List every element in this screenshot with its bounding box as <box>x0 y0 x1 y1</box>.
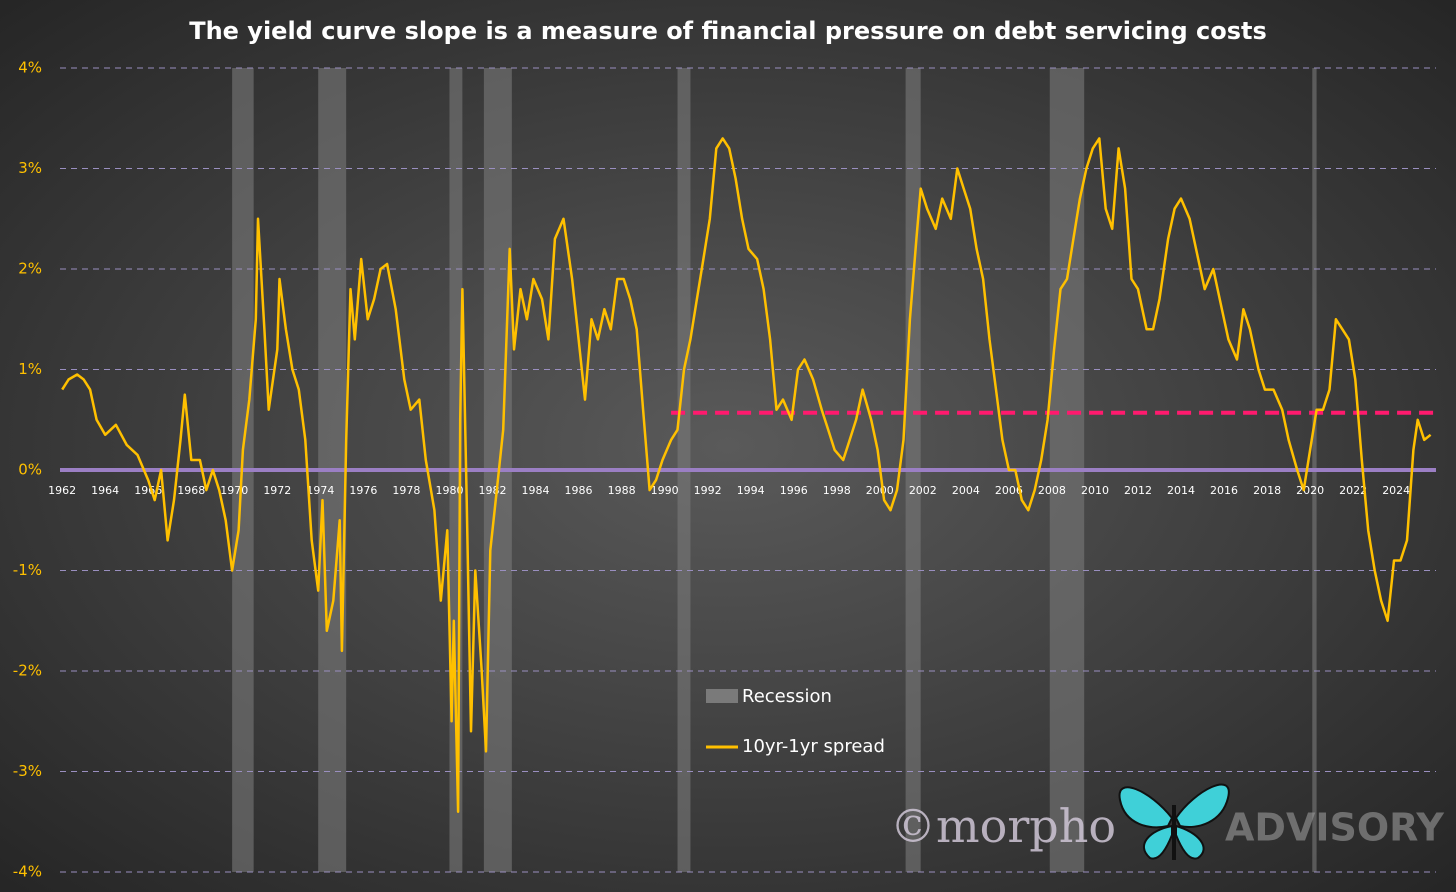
x-tick-label: 2014 <box>1167 484 1195 497</box>
y-tick-label: 4% <box>18 59 42 77</box>
x-tick-label: 1988 <box>608 484 636 497</box>
x-tick-label: 1990 <box>651 484 679 497</box>
y-tick-label: -3% <box>13 762 42 780</box>
x-tick-label: 1964 <box>91 484 119 497</box>
x-tick-label: 1986 <box>565 484 593 497</box>
x-tick-label: 1982 <box>478 484 506 497</box>
x-tick-label: 1996 <box>780 484 808 497</box>
butterfly-wing <box>1175 824 1205 860</box>
x-tick-label: 2022 <box>1339 484 1367 497</box>
butterfly-wing <box>1118 786 1174 829</box>
x-tick-label: 1962 <box>48 484 76 497</box>
legend-swatch <box>706 689 738 703</box>
x-tick-label: 2024 <box>1382 484 1410 497</box>
x-tick-label: 1992 <box>694 484 722 497</box>
y-tick-label: 2% <box>18 260 42 278</box>
x-tick-label: 1968 <box>177 484 205 497</box>
y-tick-label: 0% <box>18 461 42 479</box>
x-tick-label: 2008 <box>1038 484 1066 497</box>
chart-title: The yield curve slope is a measure of fi… <box>189 17 1267 45</box>
watermark: ADVISORY <box>1225 806 1444 850</box>
watermark: ©morpho <box>890 799 1116 853</box>
x-tick-label: 1978 <box>392 484 420 497</box>
y-tick-label: 1% <box>18 360 42 378</box>
x-tick-label: 1980 <box>435 484 463 497</box>
x-tick-label: 1972 <box>263 484 291 497</box>
y-tick-label: -1% <box>13 561 42 579</box>
y-tick-label: -4% <box>13 863 42 881</box>
x-tick-label: 1974 <box>306 484 334 497</box>
x-tick-label: 2016 <box>1210 484 1238 497</box>
butterfly-wing <box>1174 783 1230 828</box>
x-tick-label: 2012 <box>1124 484 1152 497</box>
x-tick-label: 2018 <box>1253 484 1281 497</box>
x-tick-label: 2010 <box>1081 484 1109 497</box>
series-line <box>61 137 1432 813</box>
x-tick-label: 1998 <box>823 484 851 497</box>
x-tick-label: 1976 <box>349 484 377 497</box>
x-tick-label: 2002 <box>909 484 937 497</box>
x-tick-label: 2020 <box>1296 484 1324 497</box>
x-tick-label: 2006 <box>995 484 1023 497</box>
x-tick-label: 1984 <box>522 484 550 497</box>
butterfly-wing <box>1143 824 1173 860</box>
legend-label: 10yr-1yr spread <box>742 736 885 757</box>
x-tick-label: 2004 <box>952 484 980 497</box>
x-tick-label: 2000 <box>866 484 894 497</box>
y-tick-label: 3% <box>18 159 42 177</box>
y-tick-label: -2% <box>13 662 42 680</box>
x-tick-label: 1994 <box>737 484 765 497</box>
legend-label: Recession <box>742 686 832 707</box>
x-tick-label: 1970 <box>220 484 248 497</box>
